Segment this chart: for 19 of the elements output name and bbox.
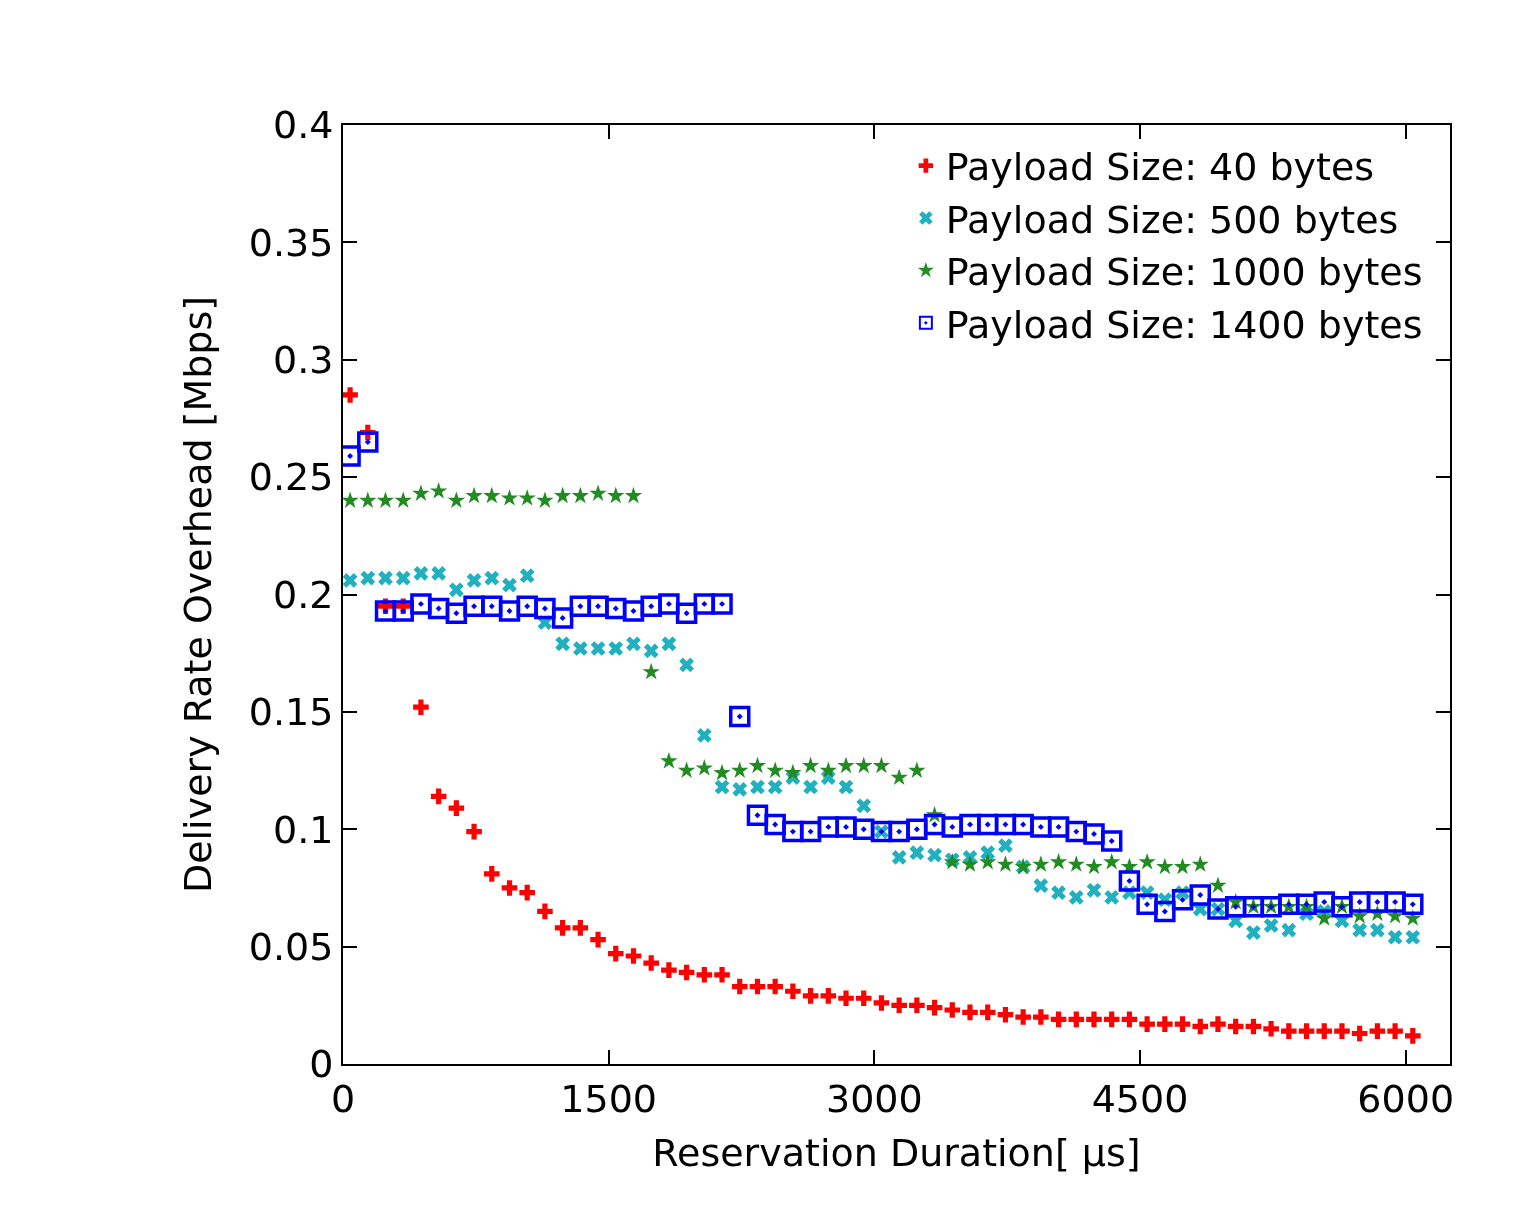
- y-tick-label: 0.35: [248, 220, 334, 265]
- legend-label: Payload Size: 1000 bytes: [945, 250, 1423, 295]
- y-tick-label: 0.3: [272, 338, 334, 383]
- y-axis-title: Delivery Rate Overhead [Mbps]: [176, 295, 221, 894]
- legend-label: Payload Size: 500 bytes: [945, 197, 1399, 242]
- x-tick-label: 1500: [560, 1076, 658, 1121]
- y-tick-label: 0: [309, 1042, 334, 1087]
- y-tick-label: 0.1: [272, 807, 334, 852]
- y-tick-label: 0.15: [248, 690, 334, 735]
- x-axis-title: Reservation Duration[ µs]: [652, 1131, 1141, 1176]
- y-tick-label: 0.2: [272, 572, 334, 617]
- x-tick-label: 6000: [1357, 1076, 1455, 1121]
- legend-label: Payload Size: 40 bytes: [945, 145, 1375, 190]
- x-tick-label: 4500: [1091, 1076, 1189, 1121]
- y-tick-label: 0.25: [248, 455, 334, 500]
- y-tick-label: 0.4: [272, 103, 334, 148]
- y-tick-label: 0.05: [248, 924, 334, 969]
- legend-label: Payload Size: 1400 bytes: [945, 302, 1423, 347]
- x-tick-label: 3000: [826, 1076, 923, 1121]
